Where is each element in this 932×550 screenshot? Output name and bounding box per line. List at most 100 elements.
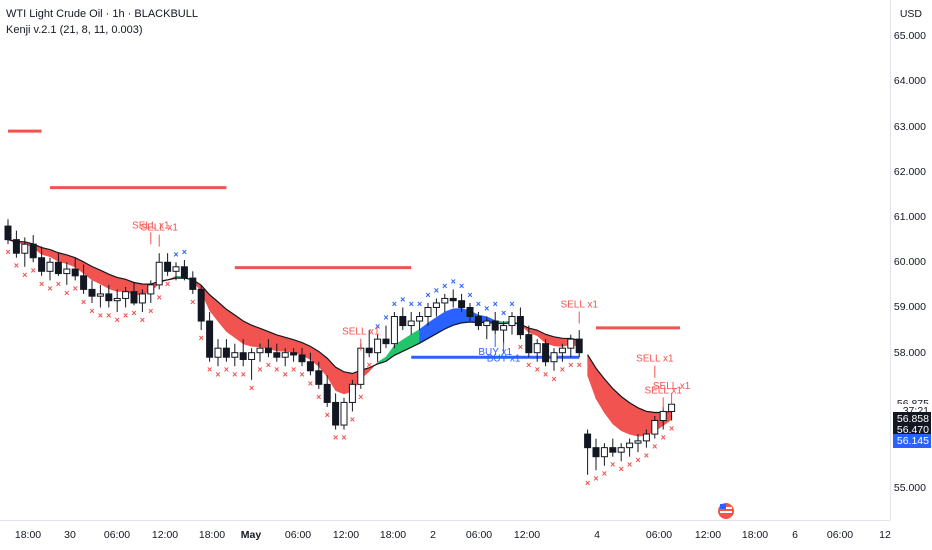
currency-label[interactable]: USD — [899, 8, 922, 20]
candle — [172, 262, 180, 281]
time-tick: 12:00 — [151, 529, 179, 541]
candle — [130, 282, 138, 306]
candle — [273, 343, 281, 362]
price-tick: 62.000 — [893, 165, 926, 178]
trail-marker: × — [232, 369, 237, 379]
price-tick: 55.000 — [893, 482, 926, 495]
candle — [491, 312, 499, 335]
trail-marker: × — [551, 374, 556, 384]
trail-marker: × — [299, 369, 304, 379]
trail-marker: × — [383, 313, 388, 323]
cloud-segment — [427, 316, 437, 339]
trail-marker: × — [283, 369, 288, 379]
trail-marker: × — [627, 460, 632, 470]
candle — [38, 246, 46, 276]
trail-marker: × — [669, 424, 674, 434]
candle — [189, 271, 197, 294]
chart-area[interactable]: × × × × × × × × × × × × × × × × × × × × × × × × × × × × × × × × × × × × × × × ×… — [0, 0, 890, 520]
trail-marker: × — [266, 360, 271, 370]
candle — [626, 438, 634, 457]
candle — [12, 230, 20, 258]
candle — [416, 312, 424, 331]
trail-marker: × — [367, 360, 372, 370]
cloud-segment — [637, 407, 647, 437]
candle — [458, 293, 466, 312]
trail-marker: × — [568, 360, 573, 370]
trail-marker: × — [56, 279, 61, 289]
candle — [239, 339, 247, 367]
candle — [525, 325, 533, 358]
trail-marker: × — [64, 288, 69, 298]
candle — [340, 397, 348, 430]
trail-marker: × — [409, 299, 414, 309]
trail-marker: × — [484, 304, 489, 314]
candle — [332, 393, 340, 430]
candle — [466, 302, 474, 322]
trail-marker: × — [434, 285, 439, 295]
trail-marker: × — [291, 365, 296, 375]
candle — [113, 289, 121, 312]
trail-markers: ××× ×× × ×× ××× × × × × ×××××× ×××× × × × ××× × × × × ×××××… — [5, 247, 674, 488]
trail-marker: × — [207, 365, 212, 375]
candles — [4, 219, 676, 475]
candle — [508, 312, 516, 335]
trail-marker: × — [241, 369, 246, 379]
trail-marker: × — [476, 299, 481, 309]
candle — [122, 287, 130, 308]
trail-marker: × — [619, 464, 624, 474]
time-axis[interactable]: 18:00 30 06:00 12:00 18:00 May 06:00 12:00 18:00… — [0, 520, 891, 550]
cloud-segment — [251, 324, 261, 348]
signal-label: BUY x1 — [487, 354, 521, 365]
time-tick: 18:00 — [14, 529, 42, 541]
trail-marker: × — [593, 473, 598, 483]
candle — [617, 443, 625, 462]
trail-marker: × — [140, 315, 145, 325]
trail-marker: × — [543, 369, 548, 379]
price-chart[interactable]: ××× ×× × ×× ××× × × × × ×××××× ×××× × × × ××× × × × × ×××××… — [0, 0, 890, 520]
signal-label: BUY x1 — [478, 347, 512, 358]
candle — [441, 293, 449, 312]
candle — [290, 348, 298, 362]
trail-marker: × — [325, 410, 330, 420]
candle — [584, 429, 592, 475]
cloud-edge — [587, 354, 672, 414]
indicator-label[interactable]: Kenji v.2.1 (21, 8, 11, 0.003) — [6, 24, 143, 36]
cloud-segment — [100, 269, 110, 290]
trail-marker: × — [577, 360, 582, 370]
candle — [214, 339, 222, 367]
cloud-segment — [595, 367, 605, 414]
trail-marker: × — [526, 360, 531, 370]
trail-marker: × — [173, 249, 178, 259]
price-axis[interactable]: USD 65.000 64.000 63.000 62.000 61.000 60.000… — [890, 0, 932, 520]
symbol-title[interactable]: WTI Light Crude Oil · 1h · BLACKBULL — [6, 8, 198, 20]
trail-marker: × — [442, 281, 447, 291]
candle — [21, 237, 29, 267]
candle — [264, 339, 272, 358]
trail-marker: × — [602, 469, 607, 479]
price-tick: 65.000 — [893, 30, 926, 43]
time-tick: 18:00 — [198, 529, 226, 541]
trail-marker: × — [123, 310, 128, 320]
candle — [306, 352, 314, 376]
trail-marker: × — [131, 308, 136, 318]
candle — [231, 343, 239, 367]
candle — [63, 262, 71, 285]
trail-marker: × — [585, 478, 590, 488]
trail-marker: × — [358, 392, 363, 402]
time-tick: 06:00 — [103, 529, 131, 541]
candle — [374, 334, 382, 362]
signal-label: SELL x1 — [653, 381, 691, 392]
trail-marker: × — [635, 455, 640, 465]
candle — [155, 253, 163, 290]
flag-icon[interactable] — [718, 503, 734, 519]
signal-label: SELL x1 — [140, 223, 178, 234]
time-tick: 12 — [879, 529, 891, 541]
trail-marker: × — [14, 261, 19, 271]
cloud-segment — [604, 378, 614, 425]
trail-marker: × — [610, 460, 615, 470]
trail-marker: × — [39, 279, 44, 289]
signal-label: SELL x1 — [132, 220, 170, 231]
candle — [248, 348, 256, 380]
candle — [424, 302, 432, 326]
